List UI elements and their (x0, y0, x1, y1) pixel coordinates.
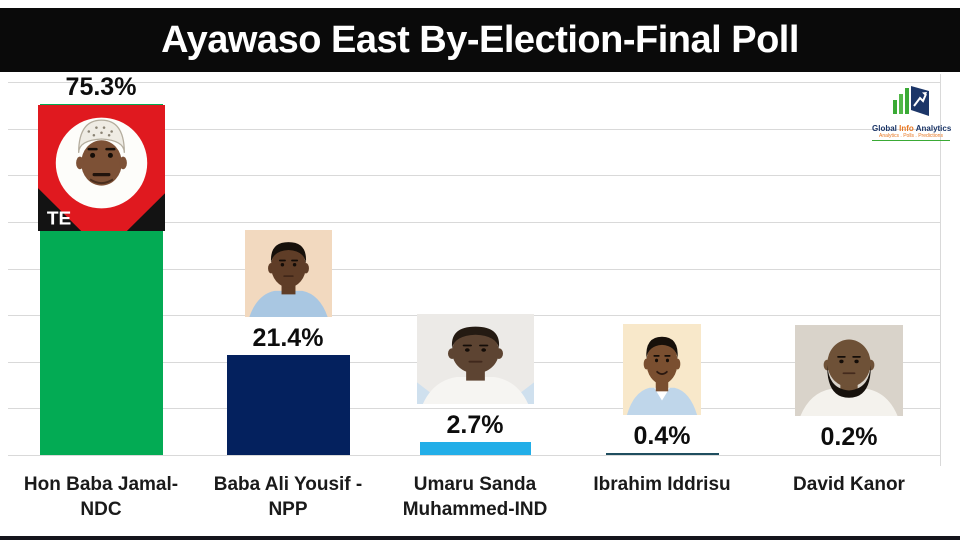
global-info-analytics-logo: Global Info Analytics Analytics . Polls … (872, 84, 952, 141)
candidate-name-1: Hon Baba Jamal- NDC (23, 474, 179, 520)
logo-word-analytics: Analytics (915, 124, 952, 133)
percent-label-5: 0.2% (820, 423, 878, 451)
candidate-name-2: Baba Ali Yousif - NPP (213, 474, 363, 520)
gridline-10pct (8, 408, 940, 409)
svg-text:TE: TE (46, 209, 70, 230)
gridline-50pct (8, 222, 940, 223)
chart-right-border (940, 74, 941, 466)
portrait-bald-man-beard (795, 325, 903, 416)
portrait-man-white-shirt (416, 314, 534, 404)
ndc-campaign-poster-portrait: TE (37, 105, 165, 231)
gridline-60pct (8, 175, 940, 176)
portrait-smiling-man-blue-shirt (623, 324, 701, 415)
poll-bar-4 (605, 453, 719, 455)
bottom-border-strip (0, 536, 960, 540)
gridline-40pct (8, 269, 940, 270)
logo-word-global: Global (872, 124, 897, 133)
logo-tagline: Analytics . Polls . Predictions (872, 133, 950, 141)
poll-bar-2 (226, 355, 350, 455)
logo-wordmark: Global Info Analytics (872, 124, 952, 133)
portrait-young-man-blue-shirt (244, 230, 332, 317)
poll-bar-3 (419, 442, 531, 455)
logo-graphic-icon (893, 86, 929, 116)
percent-label-3: 2.7% (446, 411, 504, 439)
candidate-name-3: Umaru Sanda Muhammed-IND (402, 474, 548, 520)
title-bar: Ayawaso East By-Election-Final Poll (0, 8, 960, 72)
percent-label-4: 0.4% (633, 422, 691, 450)
logo-word-info: Info (899, 124, 914, 133)
gridline-70pct (8, 129, 940, 130)
percent-label-2: 21.4% (252, 324, 324, 352)
candidate-name-5: David Kanor (793, 474, 905, 495)
page-title: Ayawaso East By-Election-Final Poll (161, 18, 799, 61)
percent-label-1: 75.3% (65, 73, 137, 101)
gridline-0pct (8, 455, 940, 456)
candidate-name-4: Ibrahim Iddrisu (593, 474, 731, 495)
gridline-80pct (8, 82, 940, 83)
